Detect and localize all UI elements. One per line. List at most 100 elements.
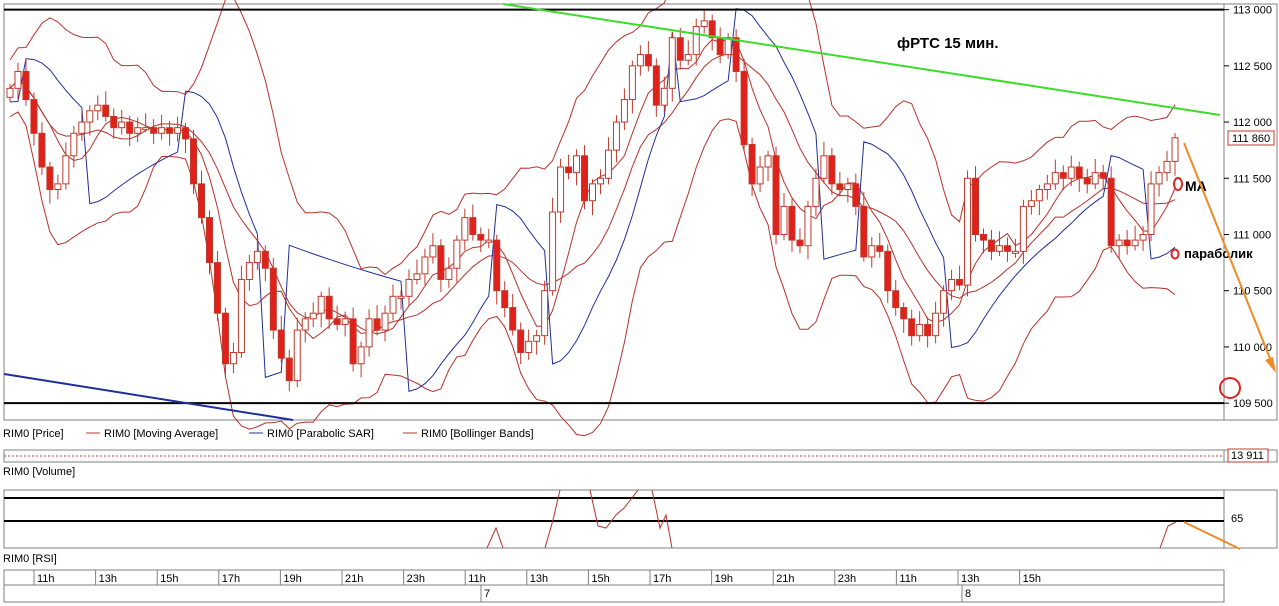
candle-body — [1019, 205, 1027, 252]
time-tick-label: 13h — [530, 573, 548, 585]
candle-body — [876, 245, 884, 252]
candle-body — [589, 183, 596, 202]
price-tick-label: 110 000 — [1233, 342, 1272, 354]
candle-body — [1075, 166, 1083, 179]
candle-body — [485, 239, 493, 243]
candle-body — [150, 127, 158, 134]
candle-body — [365, 318, 373, 348]
candle-body — [54, 183, 62, 191]
candle-body — [987, 239, 995, 252]
candle-body — [341, 318, 349, 325]
candle-body — [525, 340, 533, 354]
time-tick-label: 19h — [283, 573, 301, 585]
candle-body — [972, 177, 980, 235]
candle-body — [644, 54, 652, 67]
candle-body — [852, 183, 860, 207]
candle-body — [932, 312, 940, 337]
date-tick-label: 8 — [965, 588, 971, 600]
candle-body — [509, 307, 517, 331]
candle-body — [732, 37, 740, 72]
current-price-box — [1227, 130, 1275, 146]
price-tick-label: 109 500 — [1233, 398, 1273, 410]
candle-body — [748, 144, 756, 185]
candle-body — [828, 155, 836, 185]
candle-body — [253, 250, 261, 264]
candle-body — [237, 278, 245, 354]
candle-body — [772, 155, 780, 235]
candle-body — [684, 54, 692, 61]
price-axis: 113 000 112 500 112 000 111 500 111 000 110 5… — [1224, 5, 1273, 410]
candle-body — [924, 323, 932, 337]
candle-body — [780, 205, 788, 235]
candle-body — [517, 329, 525, 354]
forecast-arrow — [1183, 142, 1276, 373]
candle-body — [1107, 177, 1115, 247]
candle-body — [948, 278, 956, 292]
candle-body — [1115, 239, 1123, 247]
target-circle — [1219, 377, 1241, 399]
candle-body — [501, 290, 509, 309]
price-tick-label: 112 000 — [1233, 117, 1272, 129]
candle-body — [820, 155, 828, 179]
candle-body — [453, 239, 461, 269]
candle-body — [325, 295, 333, 320]
time-tick-label: 19h — [715, 573, 733, 585]
candle-body — [549, 211, 557, 292]
candle-body — [756, 166, 764, 185]
candle-body — [596, 177, 604, 185]
legend-label: RIM0 [Moving Average] — [104, 428, 218, 440]
candle-body — [1003, 245, 1011, 252]
time-tick-label: 11h — [899, 573, 917, 585]
candle-body — [764, 155, 772, 168]
candle-body — [1067, 166, 1075, 179]
candle-body — [166, 127, 174, 134]
candle-body — [612, 121, 620, 151]
volume-panel-title: RIM0 [Volume] — [3, 466, 75, 478]
time-tick-label: 23h — [838, 573, 856, 585]
ma-label: MA — [1185, 178, 1207, 194]
rsi-panel-title: RIM0 [RSI] — [3, 553, 57, 565]
legend-label: RIM0 [Parabolic SAR] — [267, 428, 374, 440]
candle-body — [716, 37, 724, 56]
time-tick-label: 23h — [407, 573, 425, 585]
candle-body — [1163, 160, 1171, 174]
candle-body — [628, 65, 636, 101]
candle-body — [1171, 137, 1179, 162]
candle-body — [908, 318, 916, 337]
candle-body — [245, 262, 253, 280]
legend-label: RIM0 [Price] — [3, 428, 64, 440]
candle-body — [469, 217, 477, 235]
candle-body — [78, 121, 86, 134]
price-tick-label: 111 000 — [1233, 229, 1271, 241]
candle-body — [493, 239, 501, 292]
candle-body — [1043, 183, 1051, 191]
bollinger-middle-band — [9, 53, 1176, 334]
time-tick-label: 21h — [345, 573, 363, 585]
price-axis-frame — [1223, 3, 1278, 421]
horizontal-levels — [4, 8, 1224, 405]
candle-body — [916, 323, 924, 337]
candle-body — [6, 87, 14, 98]
candle-body — [1011, 250, 1019, 254]
candle-body — [110, 115, 118, 129]
time-tick-label: 13h — [961, 573, 979, 585]
candle-body — [46, 166, 54, 191]
price-candles — [6, 8, 1179, 392]
candle-body — [213, 262, 221, 314]
price-panel-frame — [3, 3, 1225, 421]
candle-body — [413, 273, 421, 280]
time-tick-label: 17h — [653, 573, 671, 585]
candle-body — [277, 329, 285, 359]
candle-body — [437, 245, 445, 280]
candle-body — [620, 99, 628, 123]
candle-body — [126, 121, 134, 134]
candle-body — [461, 217, 469, 241]
candle-body — [261, 250, 269, 269]
candle-body — [636, 54, 644, 67]
ma-marker: MA — [1173, 177, 1207, 194]
candle-body — [373, 318, 381, 331]
time-tick-label: 15h — [591, 573, 609, 585]
candle-body — [995, 245, 1003, 252]
candle-body — [134, 127, 142, 134]
candle-body — [333, 318, 341, 325]
